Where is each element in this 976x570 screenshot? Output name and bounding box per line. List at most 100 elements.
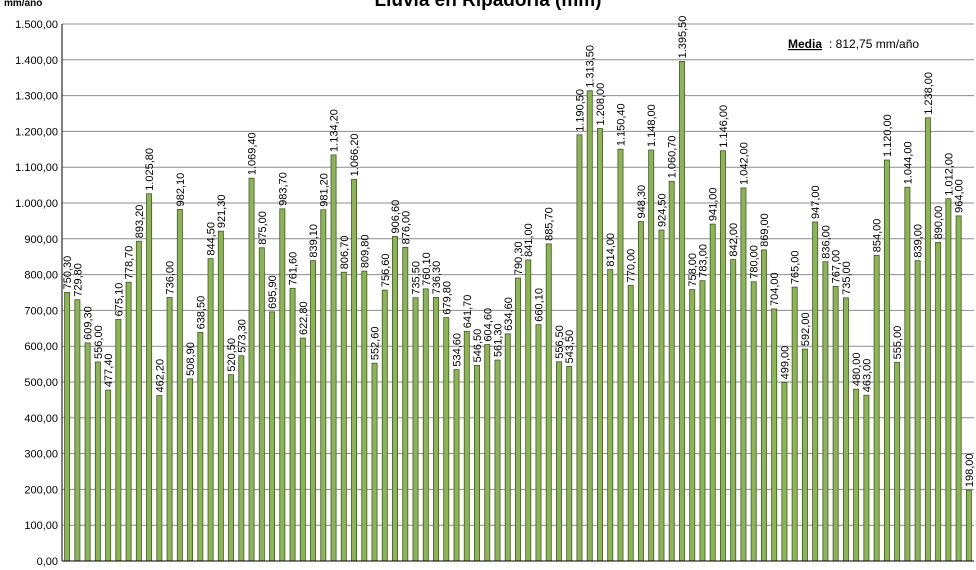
bar-data-label: 736,00 bbox=[165, 261, 177, 295]
bar-data-label: 555,00 bbox=[892, 326, 904, 360]
bar bbox=[453, 369, 460, 562]
y-tick-label: 100,00 bbox=[24, 520, 58, 532]
bar-data-label: 839,00 bbox=[913, 224, 925, 258]
bar bbox=[320, 209, 327, 562]
bar-data-label: 750,30 bbox=[62, 256, 74, 290]
bar bbox=[894, 361, 901, 562]
bar bbox=[730, 259, 737, 562]
bar-data-label: 783,00 bbox=[697, 244, 709, 278]
bar-data-label: 704,00 bbox=[769, 272, 781, 306]
bar bbox=[310, 260, 317, 562]
y-tick-label: 800,00 bbox=[24, 270, 58, 282]
bar bbox=[433, 297, 439, 562]
bar bbox=[556, 361, 562, 562]
bar bbox=[187, 378, 194, 562]
bar bbox=[648, 149, 655, 562]
bar bbox=[863, 394, 870, 562]
mean-annotation-label: Media bbox=[788, 37, 822, 51]
bar bbox=[238, 355, 245, 562]
bar bbox=[463, 330, 470, 562]
bar-data-label: 982,10 bbox=[175, 173, 187, 207]
bar bbox=[228, 374, 235, 562]
bar-data-label: 1.134,20 bbox=[329, 109, 341, 152]
bar-data-label: 463,00 bbox=[861, 359, 873, 393]
bar-data-label: 561,30 bbox=[493, 323, 505, 357]
bar-data-label: 760,10 bbox=[421, 252, 433, 286]
bar bbox=[668, 180, 675, 562]
bar-data-label: 695,90 bbox=[267, 275, 279, 309]
bar-data-label: 1.190,50 bbox=[574, 89, 586, 132]
bar-data-label: 638,50 bbox=[195, 296, 207, 330]
bar bbox=[361, 270, 368, 562]
bar-data-label: 462,20 bbox=[154, 359, 166, 393]
y-tick-label: 300,00 bbox=[24, 449, 58, 461]
bar-data-label: 675,10 bbox=[113, 283, 125, 317]
bar-data-label: 780,00 bbox=[749, 245, 761, 279]
bar bbox=[617, 148, 624, 562]
bar bbox=[924, 117, 931, 562]
bar-data-label: 778,70 bbox=[124, 246, 136, 280]
bar bbox=[781, 381, 788, 562]
bar bbox=[422, 288, 429, 562]
bar-data-label: 964,00 bbox=[954, 179, 966, 213]
bar-data-label: 1.146,00 bbox=[718, 105, 730, 148]
y-axis-ticks: 0,00 100,00 200,00 300,00 400,00 500,00 600,00… bbox=[15, 19, 58, 568]
bar bbox=[125, 281, 132, 562]
bar-data-label: 941,00 bbox=[708, 187, 720, 221]
bar-data-label: 592,00 bbox=[800, 312, 812, 346]
bar bbox=[474, 364, 480, 562]
bar bbox=[269, 311, 276, 562]
bar-data-label: 735,00 bbox=[841, 261, 853, 295]
bar bbox=[381, 289, 388, 562]
bar bbox=[535, 324, 542, 562]
bar-data-label: 890,00 bbox=[933, 206, 945, 240]
bar-data-label: 499,00 bbox=[779, 346, 791, 380]
bar-data-label: 729,80 bbox=[72, 263, 84, 297]
bar-data-label: 893,20 bbox=[134, 205, 146, 239]
bar-data-label: 573,30 bbox=[236, 319, 248, 353]
bar bbox=[74, 299, 81, 562]
bar-data-label: 758,00 bbox=[687, 253, 699, 287]
bar bbox=[545, 243, 552, 562]
bar-data-label: 1.313,50 bbox=[585, 45, 597, 88]
bar bbox=[340, 271, 347, 562]
bar bbox=[771, 308, 778, 562]
bar bbox=[678, 61, 685, 562]
bar bbox=[719, 150, 726, 562]
bar-data-label: 981,20 bbox=[318, 173, 330, 207]
bar bbox=[248, 177, 255, 562]
chart-title: Lluvia en Ripadoria (mm) bbox=[375, 0, 602, 11]
bar bbox=[525, 259, 532, 562]
bar-data-label: 806,70 bbox=[339, 236, 351, 270]
bar-data-label: 770,00 bbox=[626, 249, 638, 283]
mean-annotation-value: : 812,75 mm/año bbox=[829, 37, 919, 51]
bar-data-label: 556,50 bbox=[554, 325, 566, 359]
bar-data-label: 609,30 bbox=[83, 306, 95, 340]
bar-data-label: 1.069,40 bbox=[247, 132, 259, 175]
bar-data-label: 756,60 bbox=[380, 253, 392, 287]
bar bbox=[658, 229, 665, 562]
bar-data-label: 660,10 bbox=[533, 288, 545, 322]
bar bbox=[873, 254, 880, 562]
bar bbox=[740, 187, 747, 562]
bar bbox=[607, 269, 614, 562]
bar bbox=[955, 215, 962, 562]
y-tick-label: 400,00 bbox=[24, 413, 58, 425]
bar-data-label: 906,60 bbox=[390, 200, 402, 234]
bar bbox=[689, 289, 696, 562]
bar-data-label: 520,50 bbox=[226, 338, 238, 372]
bar bbox=[699, 280, 706, 562]
bar-data-label: 1.044,00 bbox=[902, 141, 914, 184]
bar bbox=[84, 342, 91, 562]
bar-data-label: 1.150,40 bbox=[615, 103, 627, 146]
bar-data-label: 836,00 bbox=[820, 225, 832, 259]
bar bbox=[709, 223, 716, 562]
bar bbox=[166, 297, 173, 562]
bar-data-label: 790,30 bbox=[513, 241, 525, 275]
bar bbox=[965, 489, 972, 562]
bar-data-label: 921,30 bbox=[216, 195, 228, 229]
y-tick-label: 0,00 bbox=[37, 556, 58, 568]
bar bbox=[904, 186, 911, 562]
